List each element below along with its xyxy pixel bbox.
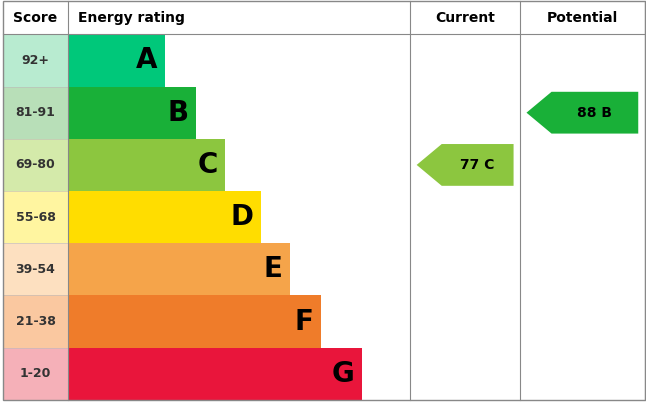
Text: 81-91: 81-91	[16, 106, 56, 119]
Bar	[3, 295, 68, 348]
Text: C: C	[197, 151, 218, 179]
Bar	[3, 86, 68, 139]
Text: F: F	[295, 307, 313, 336]
Text: 69-80: 69-80	[16, 158, 56, 171]
Text: A: A	[136, 46, 158, 74]
Bar	[68, 348, 362, 400]
Bar	[68, 295, 321, 348]
Text: 1-20: 1-20	[20, 367, 51, 380]
Bar	[68, 243, 291, 295]
Bar	[68, 139, 225, 191]
Text: B: B	[167, 99, 189, 127]
Text: 55-68: 55-68	[16, 210, 56, 224]
Bar	[3, 191, 68, 243]
Bar	[3, 34, 68, 86]
Polygon shape	[526, 92, 638, 134]
Text: 88 B: 88 B	[578, 106, 612, 120]
Bar	[68, 34, 165, 86]
Text: Score: Score	[14, 11, 57, 25]
Text: D: D	[231, 203, 253, 231]
Bar	[68, 86, 196, 139]
Text: 21-38: 21-38	[16, 315, 56, 328]
Bar	[68, 191, 261, 243]
Text: E: E	[264, 255, 283, 283]
Bar	[3, 139, 68, 191]
Bar	[3, 348, 68, 400]
Text: G: G	[332, 360, 355, 388]
Text: Current: Current	[435, 11, 495, 25]
Text: 77 C: 77 C	[461, 158, 495, 172]
Text: Energy rating: Energy rating	[78, 11, 184, 25]
Text: Potential: Potential	[547, 11, 618, 25]
Text: 39-54: 39-54	[16, 263, 56, 276]
Polygon shape	[417, 144, 514, 186]
Bar	[3, 243, 68, 295]
Text: 92+: 92+	[21, 54, 50, 67]
